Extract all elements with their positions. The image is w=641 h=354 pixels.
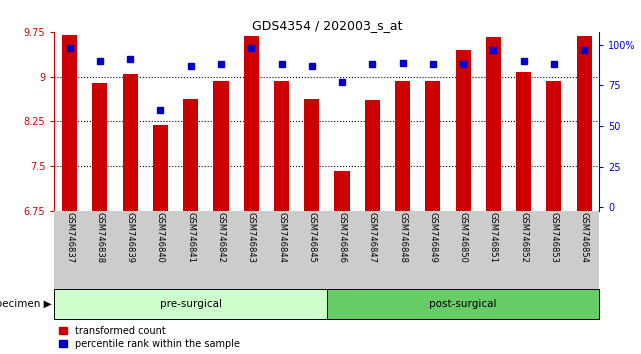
Bar: [486, 36, 501, 211]
Text: GSM746849: GSM746849: [428, 212, 437, 263]
Bar: [92, 82, 108, 211]
Text: post-surgical: post-surgical: [429, 298, 497, 309]
Bar: [213, 81, 229, 211]
Text: pre-surgical: pre-surgical: [160, 298, 222, 309]
Bar: [304, 99, 319, 211]
Bar: [395, 81, 410, 211]
Bar: [244, 36, 259, 211]
Text: GSM746847: GSM746847: [368, 212, 377, 263]
Text: GSM746854: GSM746854: [579, 212, 588, 263]
Text: GSM746837: GSM746837: [65, 212, 74, 263]
Text: GSM746839: GSM746839: [126, 212, 135, 263]
Bar: [335, 171, 349, 211]
Bar: [546, 81, 562, 211]
Bar: [516, 72, 531, 211]
Text: GSM746838: GSM746838: [96, 212, 104, 263]
Text: GSM746843: GSM746843: [247, 212, 256, 263]
Text: specimen ▶: specimen ▶: [0, 298, 52, 309]
Text: GSM746840: GSM746840: [156, 212, 165, 263]
Bar: [274, 81, 289, 211]
Bar: [327, 289, 599, 319]
Bar: [577, 36, 592, 211]
Text: GSM746852: GSM746852: [519, 212, 528, 263]
Bar: [62, 35, 77, 211]
Bar: [183, 99, 198, 211]
Text: GSM746853: GSM746853: [549, 212, 558, 263]
Bar: [425, 81, 440, 211]
Title: GDS4354 / 202003_s_at: GDS4354 / 202003_s_at: [252, 19, 402, 32]
Text: GSM746841: GSM746841: [186, 212, 196, 263]
Bar: [54, 289, 327, 319]
Bar: [456, 50, 470, 211]
Bar: [122, 74, 138, 211]
Text: GSM746845: GSM746845: [307, 212, 316, 263]
Text: GSM746848: GSM746848: [398, 212, 407, 263]
Legend: transformed count, percentile rank within the sample: transformed count, percentile rank withi…: [60, 326, 240, 349]
Text: GSM746850: GSM746850: [458, 212, 468, 263]
Text: GSM746844: GSM746844: [277, 212, 286, 263]
Text: GSM746846: GSM746846: [338, 212, 347, 263]
Bar: [365, 101, 380, 211]
Text: GSM746851: GSM746851: [489, 212, 498, 263]
Text: GSM746842: GSM746842: [217, 212, 226, 263]
Bar: [153, 125, 168, 211]
